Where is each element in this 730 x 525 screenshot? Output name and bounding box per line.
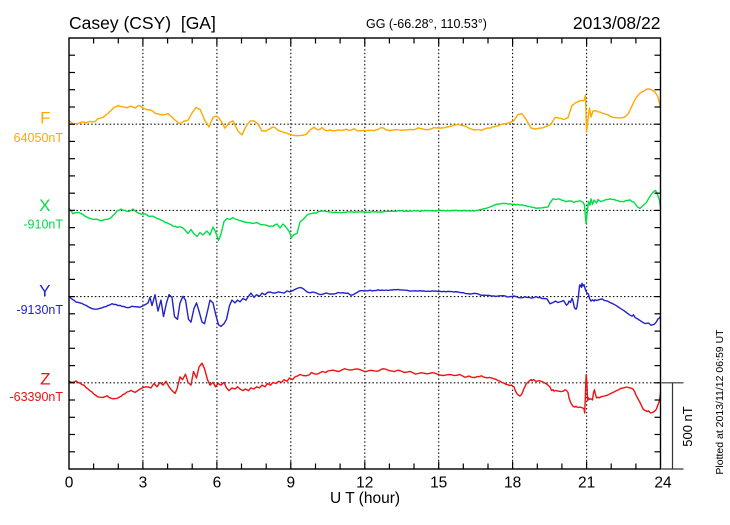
svg-text:3: 3 xyxy=(139,475,148,492)
svg-text:-63390nT: -63390nT xyxy=(9,390,63,404)
svg-text:9: 9 xyxy=(286,475,295,492)
svg-text:U T (hour): U T (hour) xyxy=(330,490,400,507)
svg-text:21: 21 xyxy=(578,475,595,492)
svg-text:GG (-66.28°, 110.53°): GG (-66.28°, 110.53°) xyxy=(366,17,487,31)
svg-text:Z: Z xyxy=(40,370,50,389)
svg-text:64050nT: 64050nT xyxy=(14,131,64,145)
svg-text:Casey (CSY) [GA]: Casey (CSY) [GA] xyxy=(69,13,216,33)
svg-text:F: F xyxy=(40,109,50,128)
svg-text:24: 24 xyxy=(654,475,672,492)
svg-text:-910nT: -910nT xyxy=(23,218,63,232)
svg-text:-9130nT: -9130nT xyxy=(16,303,63,317)
svg-text:Plotted at 2013/11/12 06:59 UT: Plotted at 2013/11/12 06:59 UT xyxy=(714,329,726,475)
svg-text:15: 15 xyxy=(430,475,447,492)
svg-text:2013/08/22: 2013/08/22 xyxy=(573,13,661,33)
svg-text:12: 12 xyxy=(356,475,373,492)
svg-text:18: 18 xyxy=(504,475,521,492)
svg-text:500 nT: 500 nT xyxy=(680,406,695,447)
svg-text:6: 6 xyxy=(213,475,222,492)
svg-text:Y: Y xyxy=(39,282,50,301)
svg-text:0: 0 xyxy=(65,475,74,492)
svg-text:X: X xyxy=(39,196,50,215)
